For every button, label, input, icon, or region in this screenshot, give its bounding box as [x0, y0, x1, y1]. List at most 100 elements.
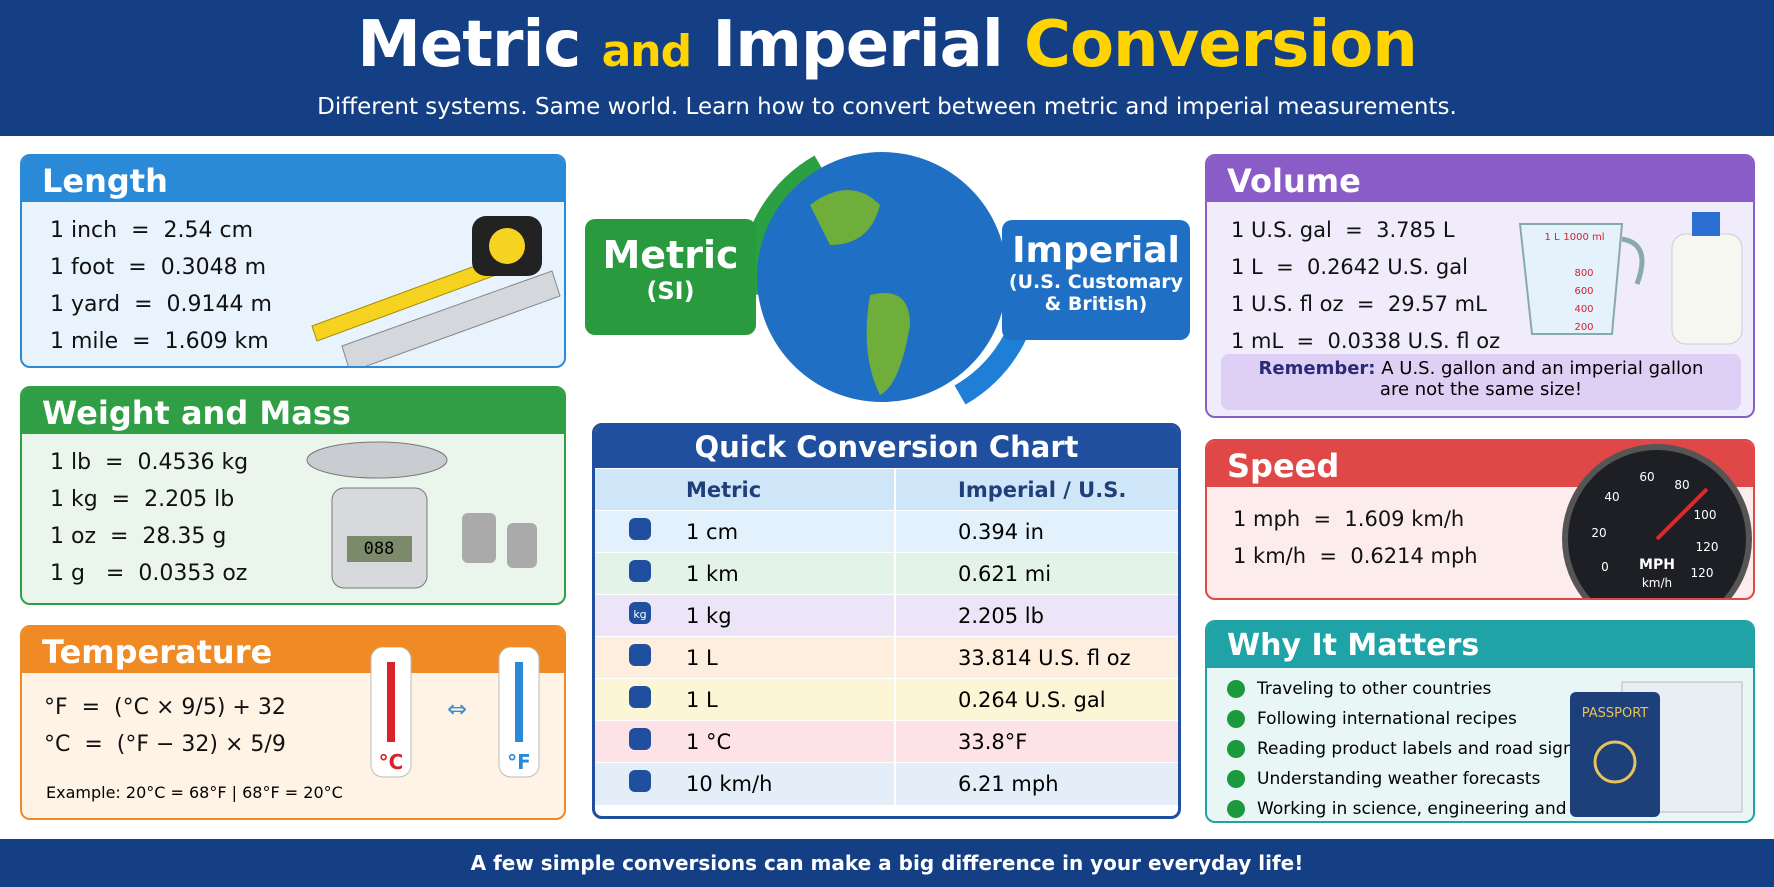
- temperature-panel: Temperature °F = (°C × 9/5) + 32 °C = (°F…: [20, 625, 566, 820]
- rows: 1 inch = 2.54 cm 1 foot = 0.3048 m 1 yard …: [22, 202, 564, 366]
- icon-cell: [595, 762, 685, 805]
- title-part: and: [601, 26, 693, 77]
- rows: 1 lb = 0.4536 kg 1 kg = 2.205 lb 1 oz = 28…: [22, 434, 564, 602]
- table-cell: 1 km: [685, 552, 896, 595]
- imperial-label: Imperial: [1012, 230, 1180, 271]
- why-item: Traveling to other countries: [1227, 674, 1753, 704]
- icon-cell: [595, 552, 685, 595]
- conversion-row: 1 mL = 0.0338 U.S. fl oz: [1231, 329, 1501, 353]
- row-icon: [629, 686, 651, 708]
- gauge-label: 20: [1591, 526, 1606, 540]
- header-row: Metric Imperial / U.S.: [595, 468, 1178, 511]
- table-cell: 1 °C: [685, 720, 896, 763]
- gauge-label: 40: [1604, 490, 1619, 504]
- table-row: kg 1 kg 2.205 lb: [595, 594, 1178, 637]
- icon-shape: [629, 770, 651, 793]
- panel-title: Weight and Mass: [22, 388, 564, 434]
- subtitle: Different systems. Same world. Learn how…: [317, 94, 1457, 120]
- chart-title: Quick Conversion Chart: [595, 426, 1178, 468]
- cup-label: 1 L: [1544, 232, 1560, 243]
- icon-shape: [629, 644, 651, 666]
- why-item: Following international recipes: [1227, 704, 1753, 734]
- row-icon: [629, 728, 651, 750]
- icon-shape: [629, 560, 651, 582]
- table-row: 1 L 0.264 U.S. gal: [595, 678, 1178, 721]
- formula: °C = (°F − 32) × 5/9: [44, 732, 286, 757]
- scale-icon: 088: [306, 441, 537, 589]
- example: Example: 20°C = 68°F | 68°F = 20°C: [46, 783, 343, 802]
- note-text: are not the same size!: [1379, 379, 1583, 400]
- speedometer: 0 20 40 60 80 100 120 120 MPH km/h: [1562, 444, 1752, 598]
- conversion-table: Metric Imperial / U.S. 1 cm 0.394 in 1 km 0.6…: [595, 468, 1178, 805]
- table-cell: 1 kg: [685, 594, 896, 637]
- icon-shape: [629, 518, 651, 540]
- gauge-label: 60: [1639, 470, 1654, 484]
- title-part: Conversion: [1024, 8, 1418, 82]
- note-text: A U.S. gallon and an imperial gallon: [1381, 358, 1704, 379]
- conversion-row: 1 foot = 0.3048 m: [50, 255, 267, 280]
- celsius-label: °C: [379, 750, 404, 774]
- icon-cell: [595, 510, 685, 553]
- metric-box: Metric (SI): [585, 219, 756, 335]
- footer: A few simple conversions can make a big …: [0, 839, 1774, 887]
- row-icon: kg: [629, 602, 651, 624]
- panel-title: Length: [22, 156, 564, 202]
- column-header: Metric: [685, 468, 896, 511]
- header-band: [0, 0, 1774, 136]
- icon-cell: [595, 678, 685, 721]
- table-cell: 0.264 U.S. gal: [895, 678, 1178, 721]
- gauge-label: 100: [1694, 508, 1717, 522]
- table-cell: 10 km/h: [685, 762, 896, 805]
- icon-shape: [629, 602, 651, 624]
- gauge-label: 120: [1696, 540, 1719, 554]
- table-row: 1 °C 33.8°F: [595, 720, 1178, 763]
- gauge-label: 0: [1601, 560, 1609, 574]
- passport-icon: PASSPORT: [1570, 681, 1743, 817]
- imperial-box: Imperial (U.S. Customary & British): [1002, 220, 1190, 340]
- gauge-unit: km/h: [1642, 576, 1672, 590]
- column-header: Imperial / U.S.: [895, 468, 1178, 511]
- icon-cell: [595, 720, 685, 763]
- conversion-row: 1 g = 0.0353 oz: [50, 561, 248, 586]
- row-icon: [629, 518, 651, 540]
- imperial-sub: (U.S. Customary: [1008, 271, 1184, 293]
- volume-panel: Volume 1 U.S. gal = 3.785 L 1 L = 0.2642 …: [1205, 154, 1755, 418]
- why-item: Reading product labels and road signs: [1227, 734, 1753, 764]
- thermometer-icons: °C ⇔ °F: [370, 647, 540, 778]
- table-row: 1 L 33.814 U.S. fl oz: [595, 636, 1178, 679]
- conversion-row: 1 mph = 1.609 km/h: [1233, 507, 1465, 531]
- why-panel: Why It Matters Traveling to other countr…: [1205, 620, 1755, 823]
- why-item: Understanding weather forecasts: [1227, 764, 1753, 794]
- remember-label: Remember:: [1258, 358, 1376, 379]
- table-cell: 1 cm: [685, 510, 896, 553]
- gauge-label: 120: [1691, 566, 1714, 580]
- gauge-unit: MPH: [1639, 557, 1675, 573]
- row-icon: [629, 560, 651, 582]
- rows: 1 mph = 1.609 km/h 1 km/h = 0.6214 mph: [1207, 487, 1753, 585]
- row-icon: [629, 770, 651, 793]
- icon-cell: kg: [595, 594, 685, 637]
- icon-label: kg: [633, 608, 646, 621]
- table-cell: 0.621 mi: [895, 552, 1178, 595]
- table-row: 1 km 0.621 mi: [595, 552, 1178, 595]
- scale-display: 088: [364, 539, 395, 559]
- conversion-row: 1 lb = 0.4536 kg: [50, 450, 249, 475]
- cup-label: 1000 ml: [1563, 232, 1604, 243]
- table-cell: 1 L: [685, 678, 896, 721]
- imperial-sub: & British): [1044, 293, 1148, 315]
- note-box: Remember: A U.S. gallon and an imperial …: [1221, 354, 1741, 410]
- rows: 1 U.S. gal = 3.785 L 1 L = 0.2642 U.S. ga…: [1207, 202, 1753, 370]
- conversion-row: 1 L = 0.2642 U.S. gal: [1231, 255, 1468, 279]
- cup-label: 600: [1574, 286, 1593, 297]
- weight-panel: Weight and Mass 1 lb = 0.4536 kg 1 kg = 2…: [20, 386, 566, 605]
- conversion-row: 1 mile = 1.609 km: [50, 329, 269, 354]
- volume-icons: 1 L 1000 ml 800 600 400 200: [1518, 212, 1743, 345]
- icon-cell: [595, 468, 685, 511]
- why-item: Working in science, engineering and trad…: [1227, 794, 1753, 821]
- title-part: Imperial: [712, 8, 1003, 82]
- cup-label: 400: [1574, 304, 1593, 315]
- conversion-row: 1 yard = 0.9144 m: [50, 292, 272, 317]
- metric-sub: (SI): [646, 277, 695, 305]
- tape-measure-icon: [311, 216, 561, 366]
- length-panel: Length 1 inch = 2.54 cm 1 foot = 0.3048 m…: [20, 154, 566, 368]
